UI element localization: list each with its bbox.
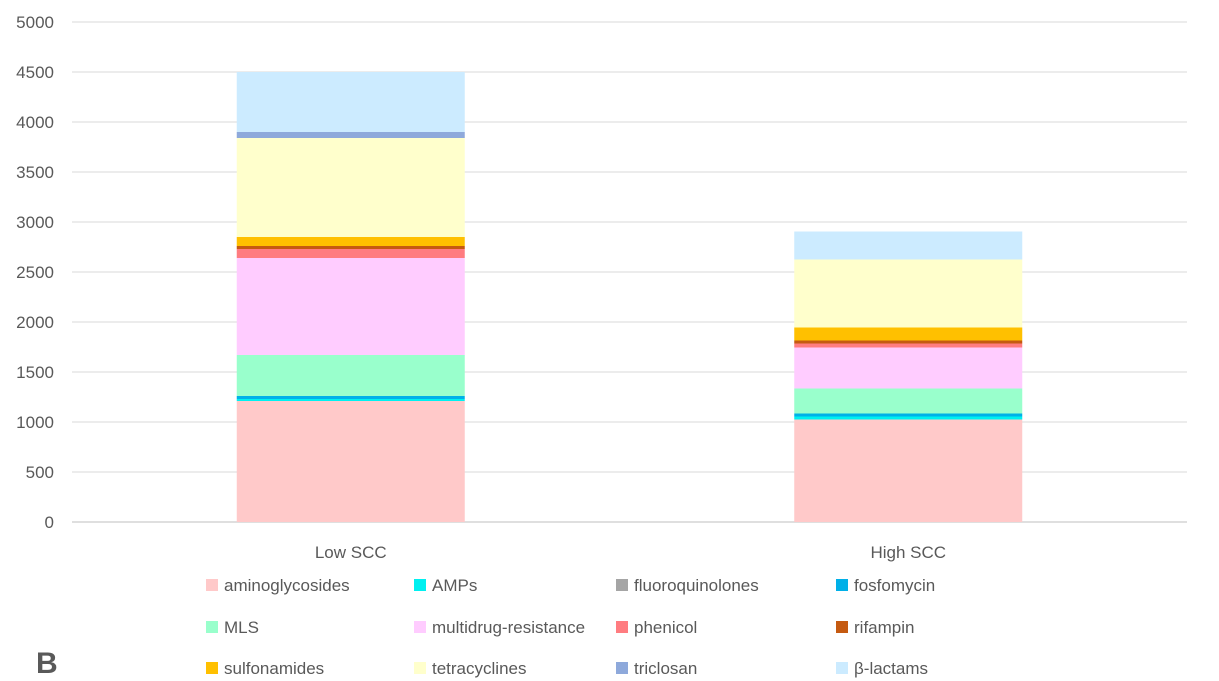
legend-swatch bbox=[414, 579, 426, 591]
y-axis-ticks: 0 500 1000 1500 2000 2500 3000 3500 4000 4500 5000 bbox=[16, 13, 54, 532]
bar-segment bbox=[236, 246, 465, 249]
bar-segment bbox=[236, 72, 465, 132]
bar-segment bbox=[794, 347, 1023, 389]
y-tick-label: 2000 bbox=[16, 313, 54, 332]
legend-label: β-lactams bbox=[854, 659, 928, 678]
bars bbox=[236, 72, 1023, 522]
bar-segment bbox=[236, 132, 465, 138]
legend-swatch bbox=[206, 579, 218, 591]
legend-label: sulfonamides bbox=[224, 659, 324, 678]
bar-segment bbox=[794, 343, 1023, 348]
legend-swatch bbox=[616, 579, 628, 591]
legend-swatch bbox=[414, 662, 426, 674]
legend-swatch bbox=[616, 662, 628, 674]
y-tick-label: 3000 bbox=[16, 213, 54, 232]
bar-segment bbox=[236, 237, 465, 246]
legend-label: tetracyclines bbox=[432, 659, 526, 678]
bar-segment bbox=[236, 399, 465, 401]
legend-label: triclosan bbox=[634, 659, 697, 678]
bar-segment bbox=[794, 259, 1023, 328]
y-tick-label: 2500 bbox=[16, 263, 54, 282]
legend-swatch bbox=[836, 621, 848, 633]
bar-segment bbox=[794, 340, 1023, 344]
x-tick-label: Low SCC bbox=[315, 543, 387, 562]
y-tick-label: 4000 bbox=[16, 113, 54, 132]
y-tick-label: 1000 bbox=[16, 413, 54, 432]
legend-swatch bbox=[206, 662, 218, 674]
bar-segment bbox=[794, 416, 1023, 420]
bar-segment bbox=[794, 231, 1023, 260]
legend-label: multidrug-resistance bbox=[432, 618, 585, 637]
x-axis-ticks: Low SCC High SCC bbox=[315, 543, 946, 562]
x-tick-label: High SCC bbox=[870, 543, 946, 562]
y-tick-label: 1500 bbox=[16, 363, 54, 382]
legend-swatch bbox=[616, 621, 628, 633]
bar-segment bbox=[236, 401, 465, 522]
bar-segment bbox=[794, 413, 1023, 417]
legend-label: fluoroquinolones bbox=[634, 576, 759, 595]
y-tick-label: 3500 bbox=[16, 163, 54, 182]
legend-swatch bbox=[414, 621, 426, 633]
y-tick-label: 500 bbox=[26, 463, 54, 482]
y-tick-label: 5000 bbox=[16, 13, 54, 32]
legend-swatch bbox=[836, 662, 848, 674]
bar-segment bbox=[236, 249, 465, 258]
legend-label: rifampin bbox=[854, 618, 914, 637]
panel-label: B bbox=[36, 647, 58, 680]
bar-segment bbox=[236, 258, 465, 355]
bar-segment bbox=[794, 388, 1023, 414]
bar-segment bbox=[236, 396, 465, 399]
legend: aminoglycosides AMPs fluoroquinolones fosfo… bbox=[206, 576, 935, 678]
legend-label: aminoglycosides bbox=[224, 576, 350, 595]
bar-segment bbox=[794, 419, 1023, 522]
legend-label: MLS bbox=[224, 618, 259, 637]
bar-segment bbox=[794, 327, 1023, 341]
legend-label: AMPs bbox=[432, 576, 477, 595]
bar-segment bbox=[236, 138, 465, 237]
y-tick-label: 4500 bbox=[16, 63, 54, 82]
bar-segment bbox=[236, 355, 465, 396]
legend-swatch bbox=[836, 579, 848, 591]
legend-swatch bbox=[206, 621, 218, 633]
y-tick-label: 0 bbox=[45, 513, 54, 532]
legend-label: phenicol bbox=[634, 618, 697, 637]
legend-label: fosfomycin bbox=[854, 576, 935, 595]
